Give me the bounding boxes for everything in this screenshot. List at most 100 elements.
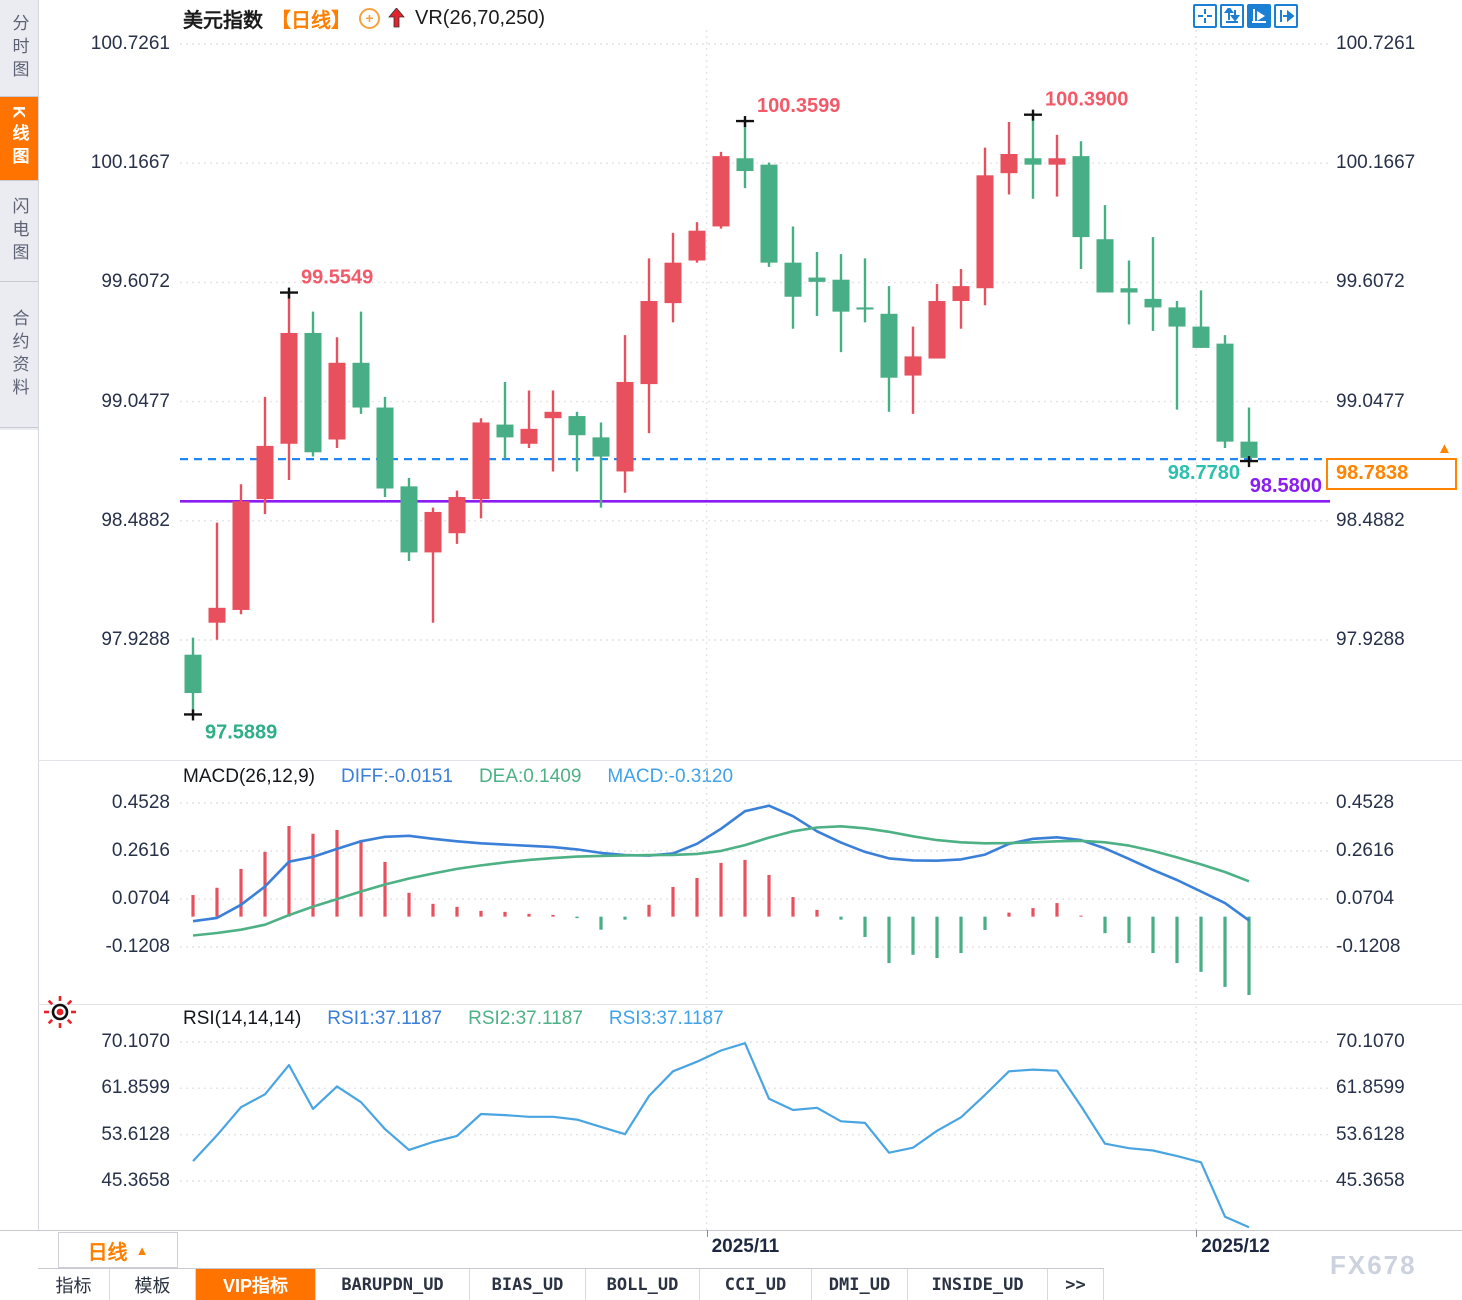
axis-tick-label: 0.0704 [111, 887, 170, 909]
tab-label: CCI_UD [724, 1275, 787, 1295]
sidebar-item-label: K线图 [9, 106, 29, 171]
period-selector-label: 日线 [87, 1241, 128, 1264]
sidebar-item-timeline-chart[interactable]: 分时图 [0, 0, 38, 97]
rsi3-value: RSI3:37.1187 [608, 1008, 724, 1029]
tab-cci-ud[interactable]: CCI_UD [700, 1269, 812, 1300]
axis-tick-label: 100.1667 [1336, 152, 1416, 174]
tab-label: VIP指标 [222, 1276, 288, 1296]
play-zoom-icon[interactable] [1247, 4, 1271, 28]
macd-macd-value: MACD:-0.3120 [607, 766, 734, 787]
add-indicator-icon[interactable]: + [359, 7, 380, 29]
macd-params-label[interactable]: MACD(26,12,9) [183, 766, 315, 787]
macd-diff-value: DIFF:-0.0151 [341, 766, 453, 787]
chart-header: 美元指数 【日线】 + VR(26,70,250) [183, 5, 546, 32]
tab-dmi-ud[interactable]: DMI_UD [812, 1269, 908, 1300]
macd-dea-value: DEA:0.1409 [478, 766, 582, 787]
pan-right-icon[interactable] [1274, 4, 1298, 28]
sidebar-item-label: 闪电图 [9, 196, 29, 266]
x-axis: 日线 ▲ FX678 2025/11 2025/12 [0, 1230, 1462, 1280]
panel-divider [38, 760, 1462, 761]
axis-tick-label: 61.8599 [101, 1077, 170, 1099]
symbol-title: 美元指数 [183, 9, 263, 32]
tab-boll-ud[interactable]: BOLL_UD [586, 1269, 700, 1300]
sidebar-item-lightning-chart[interactable]: 闪电图 [0, 181, 38, 282]
axis-tick-label: 99.0477 [1336, 390, 1405, 412]
axis-tick-label: 100.7261 [90, 33, 170, 55]
panel-divider [38, 1004, 1462, 1005]
sun-icon[interactable] [42, 994, 78, 1035]
svg-text:100.3900: 100.3900 [1045, 89, 1128, 111]
tab-barupdn-ud[interactable]: BARUPDN_UD [316, 1269, 470, 1300]
axis-tick-label: 53.6128 [101, 1123, 170, 1145]
tab-label: DMI_UD [828, 1275, 891, 1295]
tab-label: INSIDE_UD [931, 1275, 1024, 1295]
last-price-tag[interactable]: 98.7838 [1326, 457, 1457, 490]
period-selector[interactable]: 日线 ▲ [58, 1232, 178, 1268]
tab-label: 指标 [55, 1276, 92, 1296]
up-triangle-icon: ▲ [1437, 439, 1452, 457]
dashed-line-price-label: 98.7780 [1167, 462, 1240, 485]
rsi-header: RSI(14,14,14) RSI1:37.1187 RSI2:37.1187 … [183, 1008, 724, 1030]
chevron-up-icon: ▲ [135, 1242, 149, 1258]
tab-more[interactable]: >> [1048, 1269, 1104, 1300]
tab-label: >> [1065, 1275, 1086, 1295]
axis-tick-label: -0.1208 [105, 935, 170, 957]
tab-bias-ud[interactable]: BIAS_UD [470, 1269, 586, 1300]
axis-tick-label: 97.9288 [101, 629, 170, 651]
x-axis-tick [706, 1230, 708, 1237]
rsi1-value: RSI1:37.1187 [327, 1008, 443, 1029]
sidebar-item-contract-info[interactable]: 合约资料 [0, 282, 38, 428]
axis-tick-label: 0.2616 [111, 839, 170, 861]
rsi-indicator-panel[interactable] [180, 1006, 1330, 1230]
crosshair-icon[interactable] [1193, 4, 1217, 28]
rsi-params-label[interactable]: RSI(14,14,14) [183, 1008, 302, 1029]
vr-indicator-label: VR(26,70,250) [415, 6, 546, 29]
axis-tick-label: 61.8599 [1336, 1077, 1405, 1099]
tab-indicators[interactable]: 指标 [38, 1269, 110, 1300]
sidebar-divider [38, 0, 39, 1300]
x-axis-tick [1196, 1230, 1198, 1237]
support-line-price-label: 98.5800 [1249, 475, 1322, 498]
axis-tick-label: 98.4882 [101, 509, 170, 531]
axis-tick-label: 70.1070 [1336, 1031, 1405, 1053]
axis-tick-label: 53.6128 [1336, 1123, 1405, 1145]
axis-tick-label: 0.2616 [1336, 839, 1395, 861]
svg-text:97.5889: 97.5889 [205, 721, 277, 743]
sidebar-item-candle-chart[interactable]: K线图 [0, 97, 38, 181]
axis-tick-label: 100.1667 [90, 152, 170, 174]
axis-tick-label: 99.0477 [101, 390, 170, 412]
svg-text:99.5549: 99.5549 [301, 267, 373, 289]
tab-templates[interactable]: 模板 [110, 1269, 196, 1300]
tab-label: BIAS_UD [491, 1275, 564, 1295]
sidebar-item-label: 分时图 [9, 13, 29, 83]
axis-tick-label: 98.4882 [1336, 509, 1405, 531]
axis-tick-label: 0.4528 [1336, 791, 1395, 813]
axis-tick-label: 0.0704 [1336, 887, 1395, 909]
axis-tick-label: 45.3658 [1336, 1169, 1405, 1191]
period-tag[interactable]: 【日线】 [271, 9, 351, 32]
red-up-arrow-icon [388, 8, 405, 28]
macd-indicator-panel[interactable] [180, 763, 1330, 1003]
axis-tick-label: 100.7261 [1336, 33, 1416, 55]
price-candlestick-panel[interactable]: 97.5889 99.5549 100.3599 100.3900 [180, 30, 1330, 761]
tab-label: BOLL_UD [606, 1275, 679, 1295]
axis-tick-label: 45.3658 [101, 1169, 170, 1191]
axis-tick-label: 99.6072 [101, 271, 170, 293]
axis-zoom-icon[interactable] [1220, 4, 1244, 28]
axis-tick-label: 0.4528 [111, 791, 170, 813]
axis-tick-label: -0.1208 [1336, 935, 1401, 957]
axis-tick-label: 70.1070 [101, 1031, 170, 1053]
axis-tick-label: 97.9288 [1336, 629, 1405, 651]
tab-vip-indicators[interactable]: VIP指标 [196, 1269, 316, 1300]
axis-tick-label: 99.6072 [1336, 271, 1405, 293]
tab-label: 模板 [134, 1276, 171, 1296]
sidebar-item-label: 合约资料 [9, 308, 29, 401]
chart-toolbar [1193, 4, 1298, 28]
x-axis-month-label: 2025/11 [711, 1236, 780, 1257]
tab-inside-ud[interactable]: INSIDE_UD [908, 1269, 1048, 1300]
bottom-tab-bar: 指标 模板 VIP指标 BARUPDN_UD BIAS_UD BOLL_UD C… [38, 1268, 1104, 1300]
watermark: FX678 [1330, 1250, 1417, 1280]
left-sidebar: 分时图 K线图 闪电图 合约资料 [0, 0, 38, 430]
x-axis-month-label: 2025/12 [1201, 1236, 1270, 1257]
